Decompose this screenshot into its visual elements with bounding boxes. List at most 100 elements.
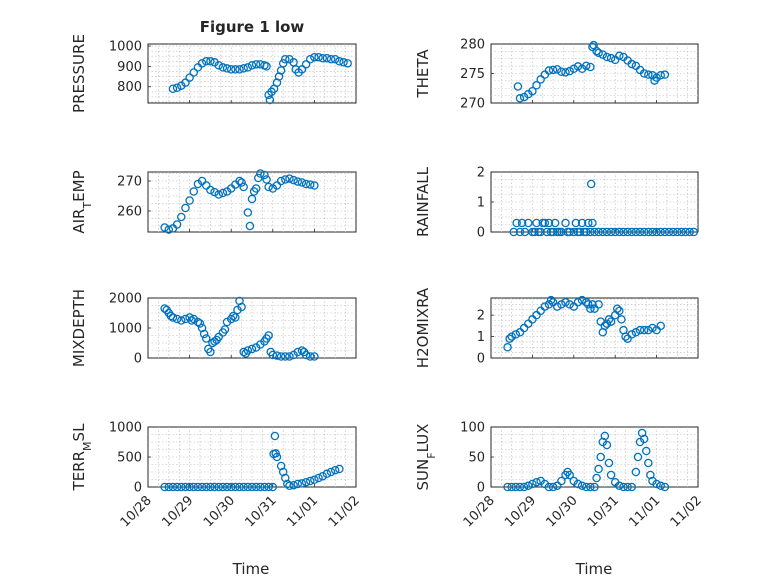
data-point <box>239 347 248 357</box>
data-point <box>270 431 280 441</box>
data-point <box>594 227 603 237</box>
data-point <box>297 178 307 187</box>
data-point <box>588 300 597 309</box>
data-point <box>519 482 529 492</box>
data-point <box>584 218 593 228</box>
data-point <box>197 59 207 68</box>
data-point <box>247 61 257 70</box>
data-point <box>515 227 525 237</box>
data-point <box>606 53 616 63</box>
data-point <box>181 482 190 492</box>
data-point <box>268 482 278 492</box>
data-point <box>548 65 558 75</box>
data-point <box>301 179 311 189</box>
data-point <box>565 470 574 480</box>
data-point <box>214 332 223 342</box>
data-point <box>507 482 516 492</box>
y-tick-label: 0 <box>134 481 142 496</box>
y-tick-label: 1000 <box>109 421 142 436</box>
x-tick-label: 10/29 <box>159 493 196 530</box>
data-point <box>293 177 303 186</box>
data-point <box>600 321 610 331</box>
data-point <box>310 181 319 190</box>
data-point <box>565 66 574 76</box>
x-tick-label: 10/30 <box>201 493 238 530</box>
data-point <box>627 330 637 339</box>
x-tick-label: 11/01 <box>284 493 321 530</box>
y-tick-label: 270 <box>460 97 485 112</box>
x-tick-label: 10/31 <box>585 493 622 530</box>
axes-background <box>147 297 357 359</box>
data-point <box>602 52 612 62</box>
data-point <box>201 57 211 66</box>
data-point <box>237 178 246 187</box>
data-point <box>293 347 303 357</box>
rainfall-plot: 0 1 2 RAINFALL <box>414 166 699 241</box>
data-point <box>289 175 298 185</box>
data-point <box>528 479 537 489</box>
data-point <box>623 227 632 237</box>
data-point <box>218 188 228 198</box>
y-axis-label: SUNFLUX <box>414 424 438 491</box>
data-point <box>301 350 311 360</box>
data-point <box>260 482 269 492</box>
data-point <box>177 212 186 222</box>
data-point <box>652 479 661 489</box>
y-tick-label: 270 <box>117 175 142 190</box>
data-point <box>243 63 253 72</box>
data-point <box>503 482 512 492</box>
data-point <box>668 227 678 237</box>
data-point <box>505 334 514 343</box>
y-tick-label: 100 <box>460 421 485 436</box>
data-point <box>544 66 554 75</box>
data-point <box>532 477 541 487</box>
data-point <box>206 347 215 357</box>
data-point <box>231 313 240 322</box>
data-point <box>592 46 601 56</box>
data-point <box>210 482 219 492</box>
data-point <box>544 482 554 492</box>
data-point <box>652 73 661 82</box>
theta-plot: 270 275 280 THETA <box>414 38 699 112</box>
data-point <box>285 174 294 183</box>
data-point <box>189 68 199 77</box>
data-point <box>512 218 521 228</box>
data-point <box>197 482 207 492</box>
data-point <box>590 227 599 237</box>
data-point <box>177 482 186 492</box>
data-point <box>627 482 637 492</box>
data-point <box>193 317 203 327</box>
data-point <box>565 300 574 309</box>
y-tick-label: 0 <box>134 352 142 367</box>
data-point <box>264 331 273 340</box>
data-point <box>281 352 290 361</box>
data-point <box>305 180 315 189</box>
data-point <box>239 64 248 73</box>
data-point <box>330 55 340 64</box>
data-point <box>265 95 275 105</box>
data-point <box>189 187 199 196</box>
data-point <box>297 346 307 355</box>
data-point <box>524 481 533 491</box>
y-tick-label: 2 <box>477 166 485 181</box>
data-point <box>206 482 215 492</box>
x-tick-label: 11/02 <box>326 493 363 530</box>
x-tick-label: 11/02 <box>668 493 705 530</box>
data-point <box>231 65 240 74</box>
data-point <box>615 227 624 237</box>
data-point <box>627 227 637 237</box>
data-point <box>598 50 608 59</box>
data-point <box>524 218 533 228</box>
data-point <box>631 328 641 337</box>
figure-title: Figure 1 low <box>200 18 305 36</box>
data-point <box>264 182 273 192</box>
data-point <box>575 227 585 237</box>
y-axis-label: RAINFALL <box>414 166 432 237</box>
data-point <box>239 182 248 192</box>
h2omixra-plot: 0 1 2 H2OMIXRA <box>414 287 699 368</box>
data-point <box>160 304 169 313</box>
data-point <box>513 82 523 91</box>
y-tick-label: 0 <box>477 226 485 241</box>
data-point <box>648 323 657 333</box>
